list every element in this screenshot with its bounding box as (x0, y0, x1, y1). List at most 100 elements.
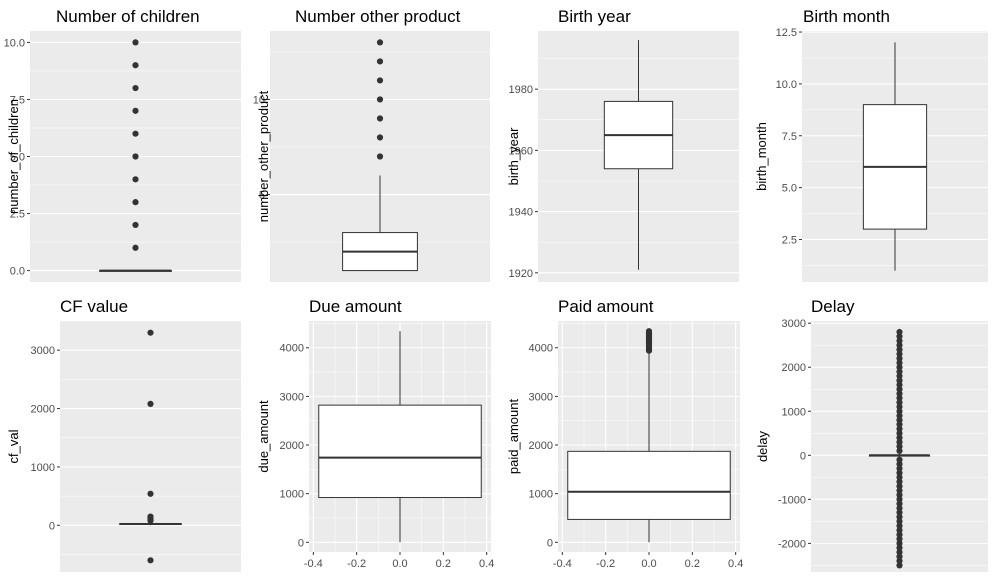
outlier-point (896, 372, 903, 380)
outlier-point (376, 153, 384, 160)
x-tick-label: 0.2 (685, 558, 700, 570)
outlier-point (132, 199, 139, 206)
y-tick-label: 12.5 (776, 27, 797, 39)
panel-1: 0.0 2.5 5.0 7.5 10.0 Number of children number… (4, 7, 241, 282)
outlier-point (132, 62, 139, 69)
outlier-point (896, 368, 903, 375)
panel-8: -2000 -1000 0 1000 2000 3000 Delay delay (755, 297, 988, 572)
y-tick-label: 2.5 (10, 209, 25, 221)
outlier-point (896, 447, 903, 455)
y-axis-label: birth_month (754, 122, 769, 191)
panel-title: Number other product (295, 7, 461, 26)
panel-title: Due amount (309, 297, 402, 316)
y-axis-label: birth_year (506, 127, 521, 185)
panel-title: Birth month (803, 7, 890, 26)
y-tick-label: 4000 (529, 343, 553, 355)
outlier-point (896, 386, 903, 393)
y-tick-label: 3000 (782, 318, 806, 330)
y-tick-label: 0 (800, 450, 806, 462)
x-tick-label: -0.4 (553, 558, 572, 570)
y-tick-label: 3000 (529, 391, 553, 403)
outlier-point (147, 329, 154, 336)
outlier-point (896, 500, 903, 507)
panel-5: 0 1000 2000 3000 CF value cf_val (6, 297, 241, 572)
outlier-point (896, 474, 903, 481)
outlier-point (132, 84, 139, 92)
outlier-point (376, 58, 384, 65)
outlier-point (896, 328, 903, 336)
y-tick-label: 3000 (31, 345, 55, 357)
y-tick-label: 10.0 (4, 37, 25, 49)
outlier-point (896, 531, 903, 538)
outlier-point (896, 522, 903, 529)
y-tick-label: 1000 (529, 489, 553, 501)
y-tick-label: 7.5 (10, 94, 25, 106)
outlier-point (896, 509, 903, 516)
x-tick-label: -0.2 (347, 558, 366, 570)
outlier-point (896, 377, 903, 384)
outlier-point (896, 478, 903, 485)
outlier-point (896, 337, 903, 344)
y-axis-label: number_other_product (256, 90, 271, 222)
outlier-point (896, 535, 903, 543)
outlier-point (896, 403, 903, 410)
outlier-point (896, 342, 903, 349)
y-tick-label: -2000 (778, 538, 806, 550)
y-tick-label: 1920 (509, 268, 533, 280)
outlier-point (132, 153, 139, 160)
outlier-point (376, 134, 384, 141)
outlier-point (896, 562, 903, 569)
panel-background (60, 321, 241, 572)
panel-title: Delay (811, 297, 855, 316)
outlier-point (896, 443, 903, 450)
outlier-point (896, 394, 903, 402)
y-tick-label: 0 (49, 520, 55, 532)
outlier-point (132, 244, 139, 251)
y-tick-label: 5 (259, 190, 265, 202)
outlier-point (896, 456, 903, 463)
y-axis-label: cf_val (6, 429, 21, 463)
outlier-point (147, 490, 154, 497)
panel-title: CF value (60, 297, 128, 316)
outlier-point (132, 39, 139, 46)
outlier-point (896, 434, 903, 441)
y-tick-label: 4000 (280, 343, 304, 355)
outlier-point (896, 333, 903, 340)
outlier-point (896, 487, 903, 494)
outlier-point (896, 425, 903, 432)
panel-title: Birth year (558, 7, 631, 26)
y-tick-label: 2000 (782, 362, 806, 374)
outlier-point (147, 557, 154, 564)
outlier-point (376, 77, 384, 84)
y-tick-label: 5.0 (782, 183, 797, 195)
outlier-point (376, 39, 384, 46)
y-tick-label: 0.0 (10, 266, 25, 278)
outlier-point (896, 461, 903, 468)
outlier-point (896, 346, 903, 353)
outlier-point (132, 221, 139, 229)
outlier-point (896, 416, 903, 424)
x-tick-label: 0.0 (392, 558, 407, 570)
x-tick-label: 0.4 (479, 558, 494, 570)
outlier-point (132, 176, 139, 183)
y-tick-label: 2000 (529, 440, 553, 452)
outlier-point (896, 549, 903, 556)
y-tick-label: 10.0 (776, 79, 797, 91)
outlier-point (896, 399, 903, 406)
outlier-point (376, 115, 384, 122)
y-tick-label: 1000 (782, 406, 806, 418)
outlier-point (147, 400, 154, 407)
x-tick-label: 0.2 (436, 558, 451, 570)
y-tick-label: -1000 (778, 494, 806, 506)
y-tick-label: 2000 (31, 404, 55, 416)
panel-title: Number of children (56, 7, 200, 26)
box-iqr (567, 450, 731, 520)
outlier-point (896, 518, 903, 525)
outlier-point (896, 355, 903, 362)
outlier-point (896, 505, 903, 512)
outlier-point (896, 491, 903, 499)
outlier-point (896, 557, 903, 565)
outlier-point (896, 540, 903, 547)
outlier-point (896, 350, 903, 358)
